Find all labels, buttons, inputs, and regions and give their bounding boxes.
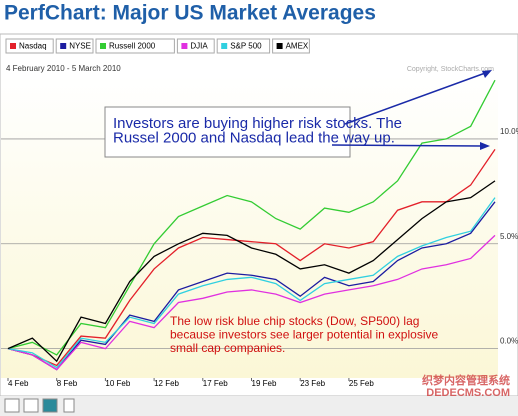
legend-box (55, 38, 94, 54)
x-tick-label: 17 Feb (203, 379, 228, 388)
y-tick-label: 10.0% (500, 127, 518, 136)
series-line (7, 197, 496, 369)
watermark-text: DEDECMS.COM (426, 387, 510, 399)
legend-swatch (100, 43, 106, 49)
watermark-text: 织梦内容管理系统 (422, 373, 510, 387)
tool-button[interactable] (4, 398, 20, 413)
series-line (7, 149, 496, 367)
legend-box (95, 38, 175, 54)
x-tick-label: 23 Feb (300, 379, 325, 388)
tool-button[interactable] (42, 398, 58, 413)
x-tick-label: 4 Feb (8, 379, 29, 388)
arrow (331, 144, 483, 147)
lines (7, 79, 496, 371)
series-line (7, 201, 496, 371)
x-tick-label: 19 Feb (252, 379, 277, 388)
legend-swatch (221, 43, 228, 49)
grid: 0.0% 5.0% 10.0% (1, 127, 518, 350)
legend-box (272, 38, 310, 54)
y-tick-label: 5.0% (500, 232, 518, 241)
y-tick-label: 0.0% (500, 337, 518, 346)
legend-box (216, 38, 271, 54)
legend-label: DJIA (190, 42, 208, 51)
x-axis: 4 Feb 8 Feb 10 Feb 12 Feb 17 Feb 19 Feb 23 Feb… (7, 378, 374, 388)
series-line (7, 234, 496, 371)
x-tick-label: 10 Feb (105, 379, 130, 388)
x-tick-label: 12 Feb (154, 379, 179, 388)
annotations: Investors are buying higher risk stocks.… (113, 115, 438, 355)
copyright: Copyright, StockCharts.com (407, 66, 494, 73)
legend-label: Nasdaq (19, 42, 47, 51)
series-line (7, 180, 496, 363)
subtitle: 4 February 2010 - 5 March 2010 (6, 64, 121, 73)
series-line (7, 79, 496, 356)
x-tick-label: 8 Feb (57, 379, 78, 388)
toolbar (0, 396, 518, 416)
chart-title: PerfChart: Major US Market Averages (4, 2, 376, 25)
x-tick-label: 25 Feb (349, 379, 374, 388)
legend-label: AMEX (286, 42, 309, 51)
annotation-box (104, 106, 351, 158)
legend-swatch (181, 43, 188, 49)
annotation-text: The low risk blue chip stocks (Dow, SP50… (170, 314, 419, 328)
legend-swatch (276, 43, 283, 49)
legend-label: S&P 500 (230, 42, 262, 51)
tool-button[interactable] (23, 398, 39, 413)
arrow (344, 71, 489, 125)
legend-label: Russell 2000 (109, 42, 156, 51)
legend-label: NYSE (69, 42, 91, 51)
scroll-button[interactable] (63, 398, 75, 413)
legend-box (5, 38, 54, 54)
arrowhead (480, 142, 490, 150)
legend: Nasdaq NYSE Russell 2000 DJIA S&P 500 AMEX (5, 38, 310, 54)
annotation-text: Investors are buying higher risk stocks.… (113, 115, 402, 132)
legend-box (176, 38, 215, 54)
legend-swatch (60, 43, 67, 49)
annotation-text: small cap companies. (170, 341, 285, 355)
legend-swatch (10, 43, 16, 49)
annotation-text: Russel 2000 and Nasdaq lead the way up. (113, 129, 395, 146)
annotation-text: because investors see larger potential i… (170, 328, 438, 342)
arrowhead (482, 70, 492, 78)
